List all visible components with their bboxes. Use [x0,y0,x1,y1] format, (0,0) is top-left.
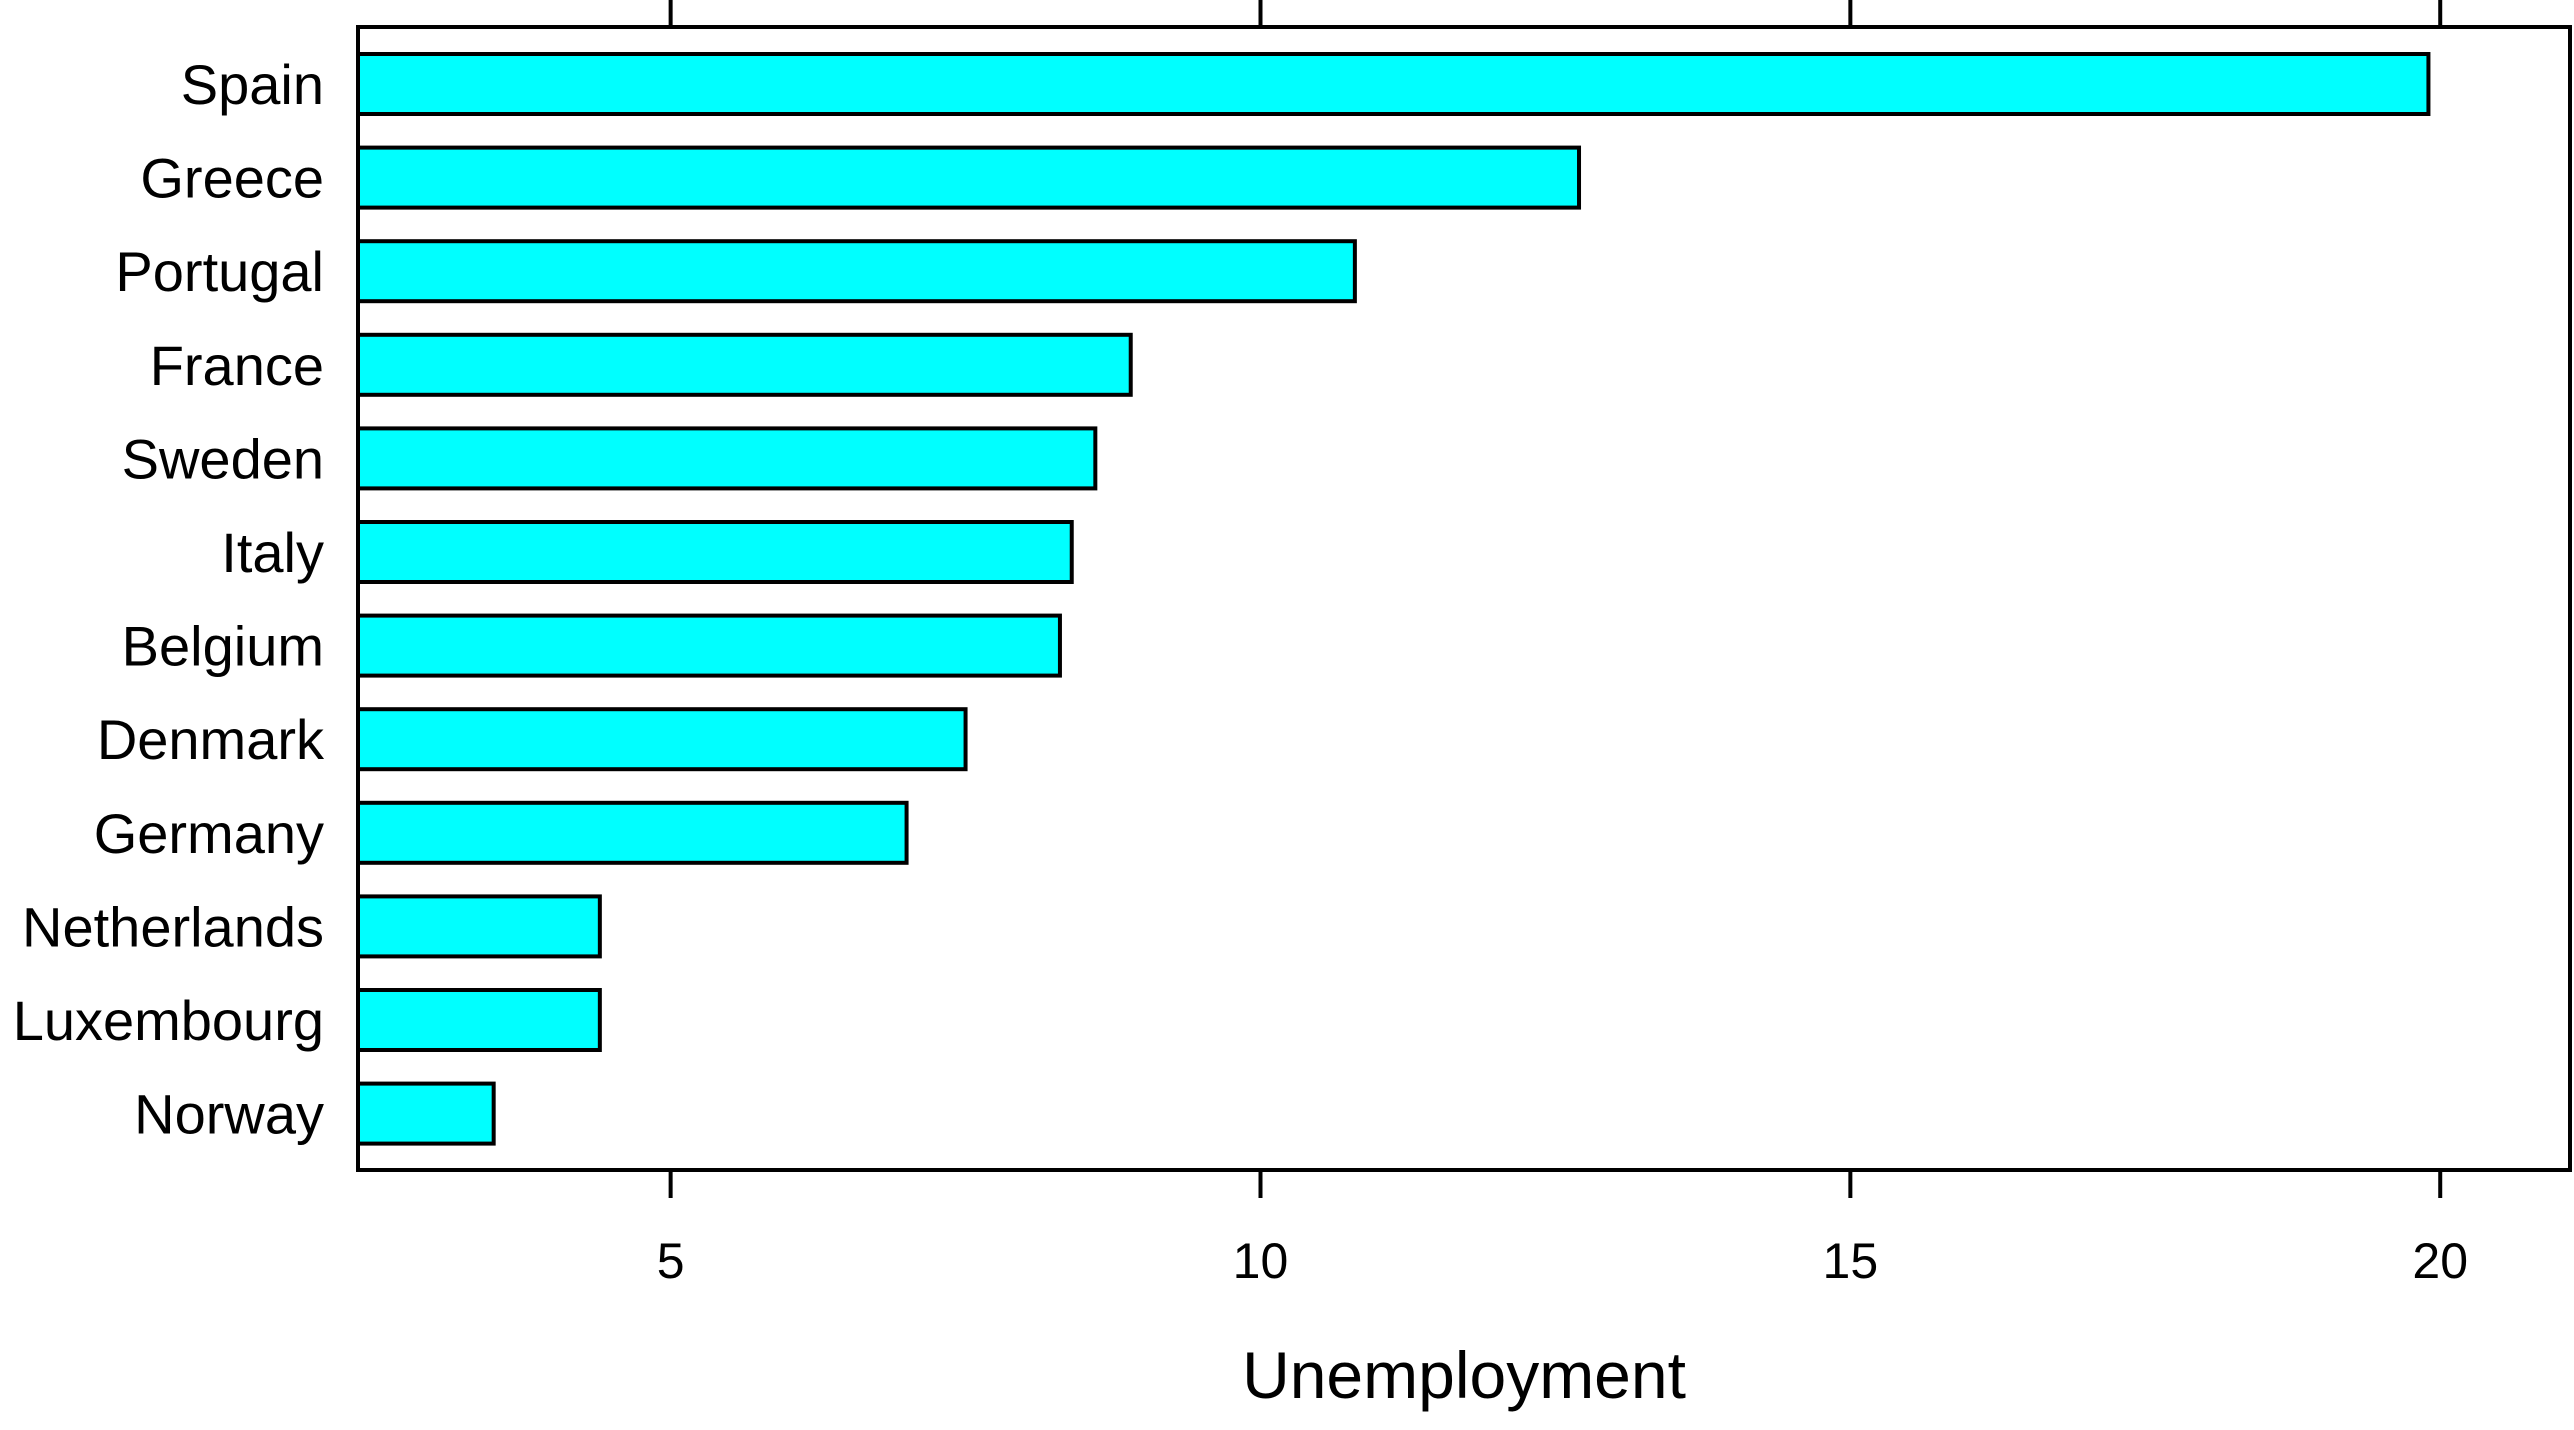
category-label-luxembourg: Luxembourg [13,989,324,1052]
category-label-sweden: Sweden [122,427,324,490]
bar-spain [356,52,2431,116]
category-label-spain: Spain [181,53,324,116]
bar-norway [356,1081,496,1146]
bar-france [356,332,1133,397]
x-tick-label-15: 15 [1823,1233,1879,1289]
plot-area [356,25,2572,1172]
category-label-netherlands: Netherlands [22,895,324,958]
bar-luxembourg [356,988,602,1052]
category-label-portugal: Portugal [115,240,324,303]
bar-netherlands [356,894,602,959]
x-tick-label-5: 5 [657,1233,685,1289]
bar-belgium [356,613,1062,678]
bar-group [356,52,2431,1146]
category-label-denmark: Denmark [97,708,325,771]
category-labels: Spain Greece Portugal France Sweden Italy Belg… [13,53,325,1146]
bar-greece [356,145,1582,210]
category-label-germany: Germany [94,802,324,865]
bar-denmark [356,707,968,772]
category-label-france: France [150,334,324,397]
bar-sweden [356,426,1098,491]
category-label-belgium: Belgium [122,615,324,678]
bar-italy [356,520,1074,584]
category-label-norway: Norway [134,1083,324,1146]
x-axis-title: Unemployment [1242,1338,1686,1412]
bar-portugal [356,239,1357,304]
category-label-greece: Greece [140,147,324,210]
bar-germany [356,800,909,865]
x-axis-ticks: 5 10 15 20 [657,0,2468,1289]
category-label-italy: Italy [221,521,324,584]
x-tick-label-10: 10 [1233,1233,1289,1289]
x-tick-label-20: 20 [2412,1233,2468,1289]
